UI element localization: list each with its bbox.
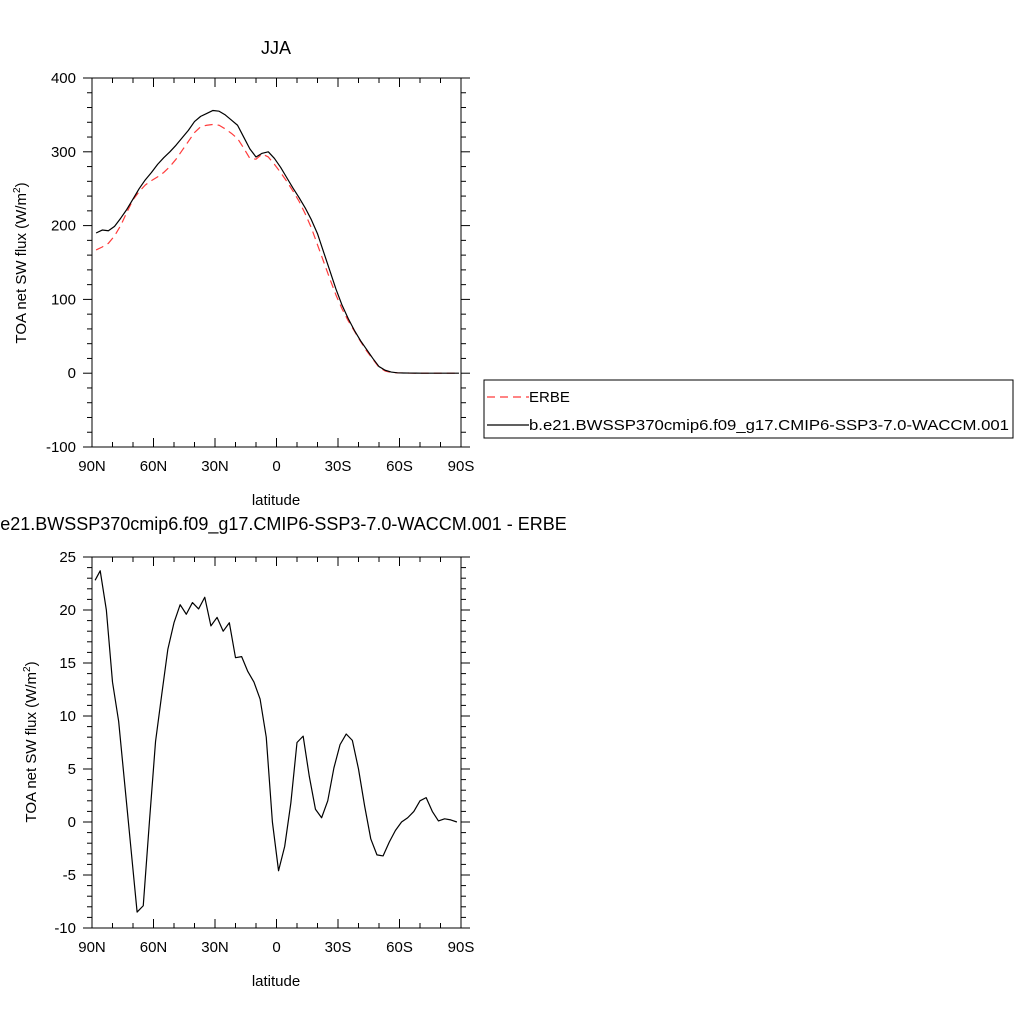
top-chart: JJA 90N 60N 30N 0 30S 60S 90S -100 0 100 200 300 400…	[12, 38, 1014, 509]
bottom-chart-y-tick-label: 10	[59, 708, 76, 725]
legend: ERBE b.e21.BWSSP370cmip6.f09_g17.CMIP6-S…	[483, 379, 1014, 439]
top-chart-x-tick-label: 30S	[325, 458, 352, 475]
legend-label-erbe: ERBE	[529, 389, 570, 406]
top-chart-y-tick-label: 300	[51, 144, 76, 161]
top-chart-x-tick-label: 0	[272, 458, 280, 475]
bottom-chart-y-tick-label: 0	[68, 814, 76, 831]
top-chart-y-tick-label: 100	[51, 291, 76, 308]
top-chart-x-tick-label: 60S	[386, 458, 413, 475]
top-chart-x-tick-label: 30N	[201, 458, 229, 475]
top-chart-y-tick-label: 400	[51, 70, 76, 87]
bottom-chart-y-tick-label: 25	[59, 549, 76, 566]
bottom-chart-x-tick-label: 90N	[78, 939, 106, 956]
bottom-chart-tick-labels: 90N 60N 30N 0 30S 60S 90S -10 -5 0 5 10 15 20 25	[54, 549, 474, 956]
top-chart-tick-labels: 90N 60N 30N 0 30S 60S 90S -100 0 100 200 300 400	[46, 70, 474, 475]
bottom-chart-x-tick-label: 30S	[325, 939, 352, 956]
top-chart-x-axis-label: latitude	[252, 492, 300, 509]
top-chart-x-tick-label: 60N	[140, 458, 168, 475]
bottom-chart-y-tick-label: -10	[54, 920, 76, 937]
bottom-chart-x-tick-label: 90S	[448, 939, 475, 956]
bottom-chart-y-tick-label: 20	[59, 602, 76, 619]
bottom-chart-y-tick-label: 15	[59, 655, 76, 672]
bottom-chart-x-tick-label: 60N	[140, 939, 168, 956]
top-chart-series	[95, 109, 459, 374]
top-chart-y-tick-label: 200	[51, 218, 76, 235]
bottom-chart-y-tick-label: -5	[63, 867, 76, 884]
bottom-chart-series	[94, 570, 458, 913]
bottom-chart-y-axis-label-end: )	[23, 661, 40, 666]
top-chart-y-axis-label-sup: 2	[12, 187, 23, 193]
bottom-chart-x-tick-label: 60S	[386, 939, 413, 956]
legend-label-model: b.e21.BWSSP370cmip6.f09_g17.CMIP6-SSP3-7…	[529, 417, 1009, 434]
top-chart-series-line-1	[95, 109, 459, 374]
top-chart-x-tick-label: 90S	[448, 458, 475, 475]
top-chart-y-axis-label: TOA net SW flux (W/m2)	[12, 182, 30, 343]
bottom-chart-y-axis-label-sup: 2	[22, 666, 33, 672]
bottom-chart-series-line-0	[94, 570, 458, 913]
bottom-chart-y-axis-label: TOA net SW flux (W/m2)	[22, 661, 40, 822]
bottom-chart-frame	[91, 556, 462, 929]
top-chart-y-axis-label-end: )	[13, 182, 30, 187]
bottom-chart-y-tick-label: 5	[68, 761, 76, 778]
top-chart-y-axis-label-main: TOA net SW flux (W/m	[13, 193, 30, 344]
top-chart-x-tick-label: 90N	[78, 458, 106, 475]
bottom-chart-x-axis-label: latitude	[252, 973, 300, 990]
bottom-chart-title: b.e21.BWSSP370cmip6.f09_g17.CMIP6-SSP3-7…	[0, 514, 567, 535]
legend-box	[483, 379, 1014, 439]
bottom-chart-x-tick-label: 30N	[201, 939, 229, 956]
bottom-chart: b.e21.BWSSP370cmip6.f09_g17.CMIP6-SSP3-7…	[0, 514, 567, 990]
top-chart-frame	[91, 77, 462, 448]
bottom-chart-y-axis-label-main: TOA net SW flux (W/m	[23, 672, 40, 823]
bottom-chart-x-tick-label: 0	[272, 939, 280, 956]
top-chart-y-tick-label: -100	[46, 439, 76, 456]
top-chart-title: JJA	[261, 38, 291, 58]
top-chart-y-tick-label: 0	[68, 365, 76, 382]
